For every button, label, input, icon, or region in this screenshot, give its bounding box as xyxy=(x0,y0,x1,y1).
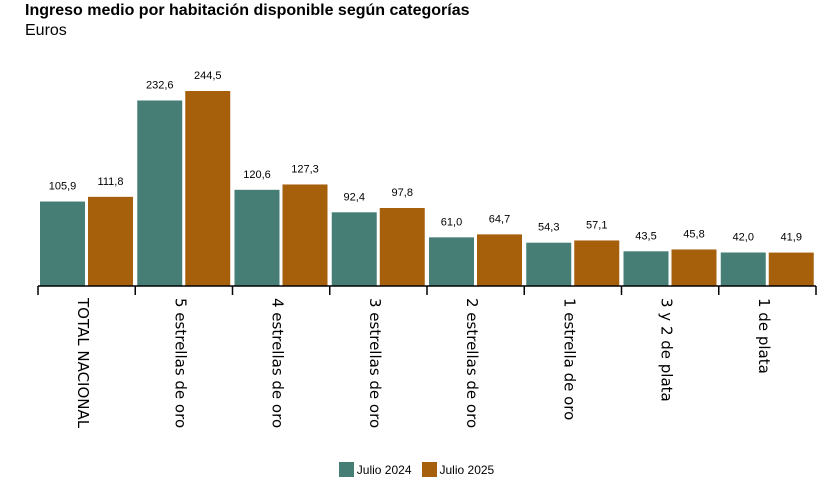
bar-1-estrella-de-oro-julio-2024 xyxy=(526,242,572,286)
category-label-total-nacional: TOTAL NACIONAL xyxy=(74,297,92,429)
data-label-3-y-2-de-plata-julio-2025: 45,8 xyxy=(683,228,704,240)
category-label-1-de-plata: 1 de plata xyxy=(755,298,773,374)
data-label-3-estrellas-de-oro-julio-2025: 97,8 xyxy=(392,187,413,199)
category-label-3-y-2-de-plata: 3 y 2 de plata xyxy=(658,298,676,402)
category-label-5-estrellas-de-oro: 5 estrellas de oro xyxy=(171,298,189,428)
category-label-3-estrellas-de-oro: 3 estrellas de oro xyxy=(366,298,384,428)
legend-label-julio-2025: Julio 2025 xyxy=(439,462,495,477)
bar-1-de-plata-julio-2025 xyxy=(768,252,814,286)
legend-swatch-julio-2025 xyxy=(421,462,437,477)
bar-1-estrella-de-oro-julio-2025 xyxy=(574,240,620,286)
data-label-3-estrellas-de-oro-julio-2024: 92,4 xyxy=(344,191,365,203)
bar-total-nacional-julio-2024 xyxy=(40,201,85,286)
legend-item-julio-2024: Julio 2024 xyxy=(338,462,412,477)
bar-2-estrellas-de-oro-julio-2024 xyxy=(429,237,474,286)
data-label-2-estrellas-de-oro-julio-2024: 61,0 xyxy=(441,216,462,228)
data-label-1-estrella-de-oro-julio-2025: 57,1 xyxy=(586,219,607,231)
chart-title: Ingreso medio por habitación disponible … xyxy=(25,2,470,19)
data-label-5-estrellas-de-oro-julio-2025: 244,5 xyxy=(194,70,222,82)
data-label-1-estrella-de-oro-julio-2024: 54,3 xyxy=(538,222,559,234)
legend-swatch-julio-2024 xyxy=(338,462,354,477)
chart-subtitle: Euros xyxy=(25,22,67,39)
data-label-1-de-plata-julio-2025: 41,9 xyxy=(781,232,802,244)
bar-4-estrellas-de-oro-julio-2025 xyxy=(282,184,328,286)
bar-3-estrellas-de-oro-julio-2025 xyxy=(379,208,425,286)
bar-3-y-2-de-plata-julio-2024 xyxy=(623,251,669,286)
data-label-4-estrellas-de-oro-julio-2025: 127,3 xyxy=(291,163,319,175)
legend: Julio 2024 Julio 2025 xyxy=(0,462,833,477)
data-label-1-de-plata-julio-2024: 42,0 xyxy=(733,232,754,244)
data-label-5-estrellas-de-oro-julio-2024: 232,6 xyxy=(146,79,174,91)
bar-5-estrellas-de-oro-julio-2024 xyxy=(137,100,183,286)
category-label-2-estrellas-de-oro: 2 estrellas de oro xyxy=(463,298,481,428)
bar-3-estrellas-de-oro-julio-2024 xyxy=(331,212,377,286)
data-label-4-estrellas-de-oro-julio-2024: 120,6 xyxy=(243,169,271,181)
data-label-3-y-2-de-plata-julio-2024: 43,5 xyxy=(635,230,656,242)
data-label-total-nacional-julio-2024: 105,9 xyxy=(49,181,77,193)
bar-4-estrellas-de-oro-julio-2024 xyxy=(234,189,280,286)
category-label-1-estrella-de-oro: 1 estrella de oro xyxy=(560,298,578,420)
data-label-2-estrellas-de-oro-julio-2025: 64,7 xyxy=(489,213,510,225)
bar-total-nacional-julio-2025 xyxy=(88,196,133,286)
bar-5-estrellas-de-oro-julio-2025 xyxy=(185,91,231,286)
legend-item-julio-2025: Julio 2025 xyxy=(421,462,495,477)
bar-3-y-2-de-plata-julio-2025 xyxy=(671,249,717,286)
bar-1-de-plata-julio-2024 xyxy=(720,252,766,286)
legend-label-julio-2024: Julio 2024 xyxy=(356,462,412,477)
data-label-total-nacional-julio-2025: 111,8 xyxy=(98,176,124,188)
category-label-4-estrellas-de-oro: 4 estrellas de oro xyxy=(269,298,287,428)
bar-2-estrellas-de-oro-julio-2025 xyxy=(477,234,522,286)
